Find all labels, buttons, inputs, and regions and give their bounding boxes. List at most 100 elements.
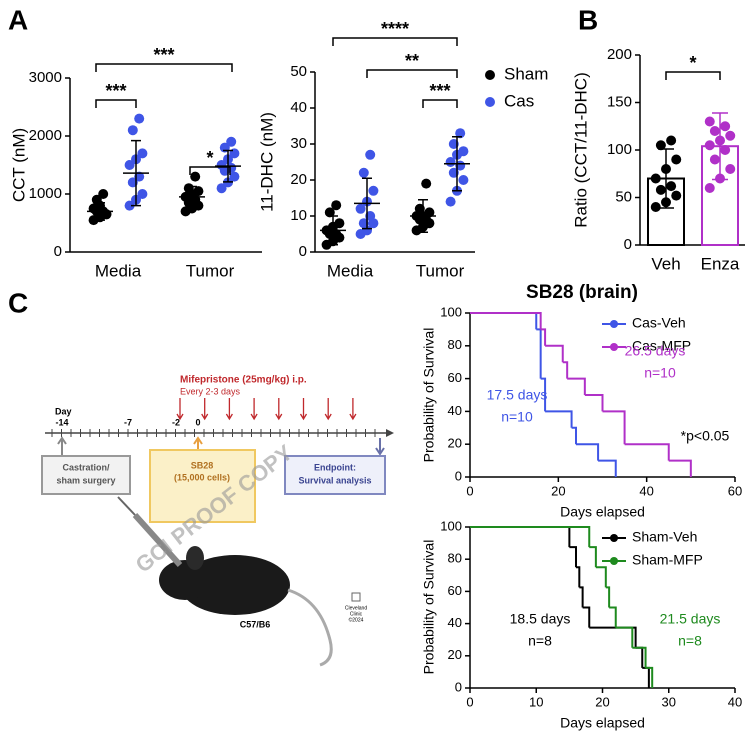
data-point [137,148,148,159]
legend-label: Cas-MFP [632,338,691,354]
survival-step [569,546,577,568]
box-text: SB28 [191,460,214,470]
survival-step [470,526,591,548]
data-point [655,184,666,195]
day-tick-label: -2 [172,417,180,427]
data-point [229,171,240,182]
significance-label: *** [105,81,126,101]
survival-step [470,312,538,330]
data-point [725,130,736,141]
significance-label: * [206,148,213,168]
annotation: 17.5 days [487,387,548,403]
annotation: 26.5 days [625,343,686,359]
survival-step [567,377,586,395]
data-point [704,183,715,193]
arrow [375,438,385,456]
data-point [421,178,432,189]
data-point [709,126,720,136]
y-tick-label: 80 [448,551,462,566]
timeline-ticks [51,429,376,437]
error-bar [418,199,428,233]
x-tick-label: Tumor [416,261,465,280]
y-tick-label: 10 [290,207,307,224]
panel-label: A [8,4,28,35]
data-point [704,116,715,127]
x-tick-label: 30 [662,694,676,709]
y-tick-label: 100 [440,304,462,319]
data-point [424,207,435,218]
survival-step [615,626,634,648]
x-tick-label: 40 [639,483,653,498]
data-point [671,190,682,201]
y-tick-label: 0 [455,468,462,483]
survival-step [605,586,611,608]
significance-label: **** [381,19,409,39]
survival-step [589,626,637,648]
arrow [57,436,67,455]
data-point [720,145,731,155]
y-axis-label: 11-DHC (nM) [257,112,276,212]
y-tick-label: 0 [299,243,307,260]
box-text: sham surgery [56,475,115,485]
error-bar [187,185,197,209]
significance-label: *** [429,81,450,101]
annotation: n=10 [644,365,676,381]
legend-label: Sham-Veh [632,529,697,545]
y-tick-label: 60 [448,370,462,385]
panel-label: B [578,4,598,35]
survival-step [470,526,571,548]
significance-bracket [95,99,137,108]
legend-label: Cas [504,91,534,110]
data-point [671,154,682,165]
legend-label: Sham [504,64,548,83]
survival-step [645,666,654,688]
error-bar [362,177,372,230]
y-tick-label: 40 [290,99,307,116]
survival-step [602,410,626,445]
dose-arrow [324,398,332,421]
data-point [458,146,469,157]
data-point [324,207,335,218]
x-tick-label: Veh [651,254,680,273]
y-tick-label: 50 [290,63,307,80]
y-axis-label: Probability of Survival [421,540,437,675]
dose-arrow [275,398,283,421]
x-tick-label: 0 [466,694,473,709]
x-tick-label: Tumor [186,261,235,280]
annotation: n=8 [678,633,702,649]
x-tick-label: Media [95,261,142,280]
y-tick-label: 2000 [29,127,62,144]
survival-step [582,606,591,628]
legend-marker [610,557,618,565]
significance-bracket [366,69,458,78]
x-axis-label: Days elapsed [560,715,645,731]
data-point [193,186,204,197]
data-point [458,175,469,185]
credit: ©2024 [349,616,364,623]
annotation: n=8 [528,633,552,649]
drug-label: Mifepristone (25mg/kg) i.p. [180,375,307,386]
x-axis-label: Days elapsed [560,504,645,520]
box [149,449,256,523]
error-bar [223,149,233,183]
data-point [720,121,731,132]
significance-bracket [665,71,721,80]
survival-step [540,377,547,412]
survival-step [624,443,670,461]
data-point [661,164,671,174]
y-tick-label: 3000 [29,69,62,86]
survival-step [545,344,564,363]
x-tick-label: 0 [466,483,473,498]
dose-arrow [225,398,233,421]
annotation: *p<0.05 [681,428,730,444]
significance-bracket [95,63,233,72]
y-tick-label: 1000 [29,185,62,202]
syringe [132,512,183,568]
dose-arrow [299,398,308,421]
data-point [127,125,138,136]
x-tick-label: 10 [529,694,543,709]
survival-step [576,566,581,588]
day-tick-label: -14 [55,417,68,427]
data-point [124,200,135,211]
data-point [666,181,677,192]
